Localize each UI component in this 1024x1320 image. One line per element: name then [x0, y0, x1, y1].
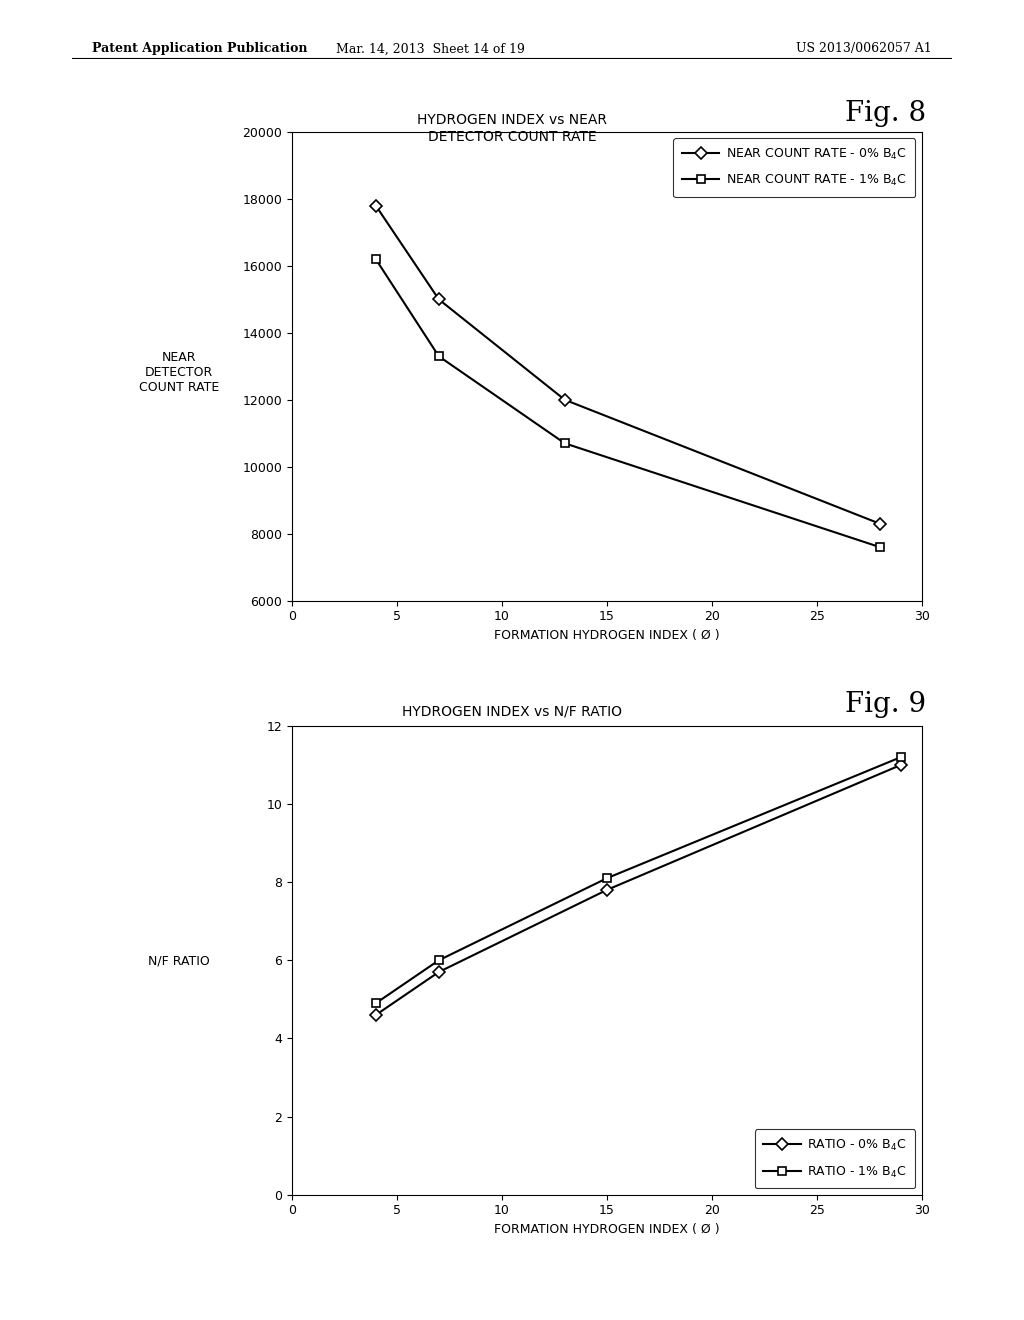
Legend: NEAR COUNT RATE - 0% B$_4$C, NEAR COUNT RATE - 1% B$_4$C: NEAR COUNT RATE - 0% B$_4$C, NEAR COUNT … — [673, 139, 915, 197]
NEAR COUNT RATE - 0% B$_4$C — [559, 392, 571, 408]
RATIO - 1% B$_4$C — [432, 953, 444, 969]
RATIO - 1% B$_4$C — [600, 870, 612, 886]
NEAR COUNT RATE - 1% B$_4$C — [370, 251, 382, 267]
NEAR COUNT RATE - 0% B$_4$C — [370, 198, 382, 214]
RATIO - 0% B$_4$C — [370, 1007, 382, 1023]
X-axis label: FORMATION HYDROGEN INDEX ( Ø ): FORMATION HYDROGEN INDEX ( Ø ) — [494, 628, 720, 642]
RATIO - 0% B$_4$C — [600, 882, 612, 898]
RATIO - 1% B$_4$C — [370, 995, 382, 1011]
Text: Fig. 9: Fig. 9 — [845, 692, 926, 718]
Legend: RATIO - 0% B$_4$C, RATIO - 1% B$_4$C: RATIO - 0% B$_4$C, RATIO - 1% B$_4$C — [755, 1130, 915, 1188]
NEAR COUNT RATE - 1% B$_4$C — [559, 436, 571, 451]
Line: NEAR COUNT RATE - 1% B$_4$C: NEAR COUNT RATE - 1% B$_4$C — [372, 255, 884, 552]
Line: RATIO - 1% B$_4$C: RATIO - 1% B$_4$C — [372, 754, 905, 1007]
Text: Patent Application Publication: Patent Application Publication — [92, 42, 307, 55]
X-axis label: FORMATION HYDROGEN INDEX ( Ø ): FORMATION HYDROGEN INDEX ( Ø ) — [494, 1222, 720, 1236]
NEAR COUNT RATE - 1% B$_4$C — [432, 348, 444, 364]
Text: DETECTOR COUNT RATE: DETECTOR COUNT RATE — [428, 129, 596, 144]
Text: HYDROGEN INDEX vs NEAR: HYDROGEN INDEX vs NEAR — [417, 112, 607, 127]
RATIO - 0% B$_4$C — [432, 964, 444, 979]
NEAR COUNT RATE - 1% B$_4$C — [873, 539, 886, 554]
Text: US 2013/0062057 A1: US 2013/0062057 A1 — [796, 42, 932, 55]
NEAR COUNT RATE - 0% B$_4$C — [873, 516, 886, 532]
Text: N/F RATIO: N/F RATIO — [148, 954, 210, 968]
Line: NEAR COUNT RATE - 0% B$_4$C: NEAR COUNT RATE - 0% B$_4$C — [372, 202, 884, 528]
Line: RATIO - 0% B$_4$C: RATIO - 0% B$_4$C — [372, 760, 905, 1019]
NEAR COUNT RATE - 0% B$_4$C — [432, 292, 444, 308]
RATIO - 1% B$_4$C — [895, 750, 907, 766]
Text: Fig. 8: Fig. 8 — [845, 100, 926, 127]
Text: NEAR
DETECTOR
COUNT RATE: NEAR DETECTOR COUNT RATE — [139, 351, 219, 393]
Text: Mar. 14, 2013  Sheet 14 of 19: Mar. 14, 2013 Sheet 14 of 19 — [336, 42, 524, 55]
Text: HYDROGEN INDEX vs N/F RATIO: HYDROGEN INDEX vs N/F RATIO — [402, 704, 622, 718]
RATIO - 0% B$_4$C — [895, 758, 907, 774]
